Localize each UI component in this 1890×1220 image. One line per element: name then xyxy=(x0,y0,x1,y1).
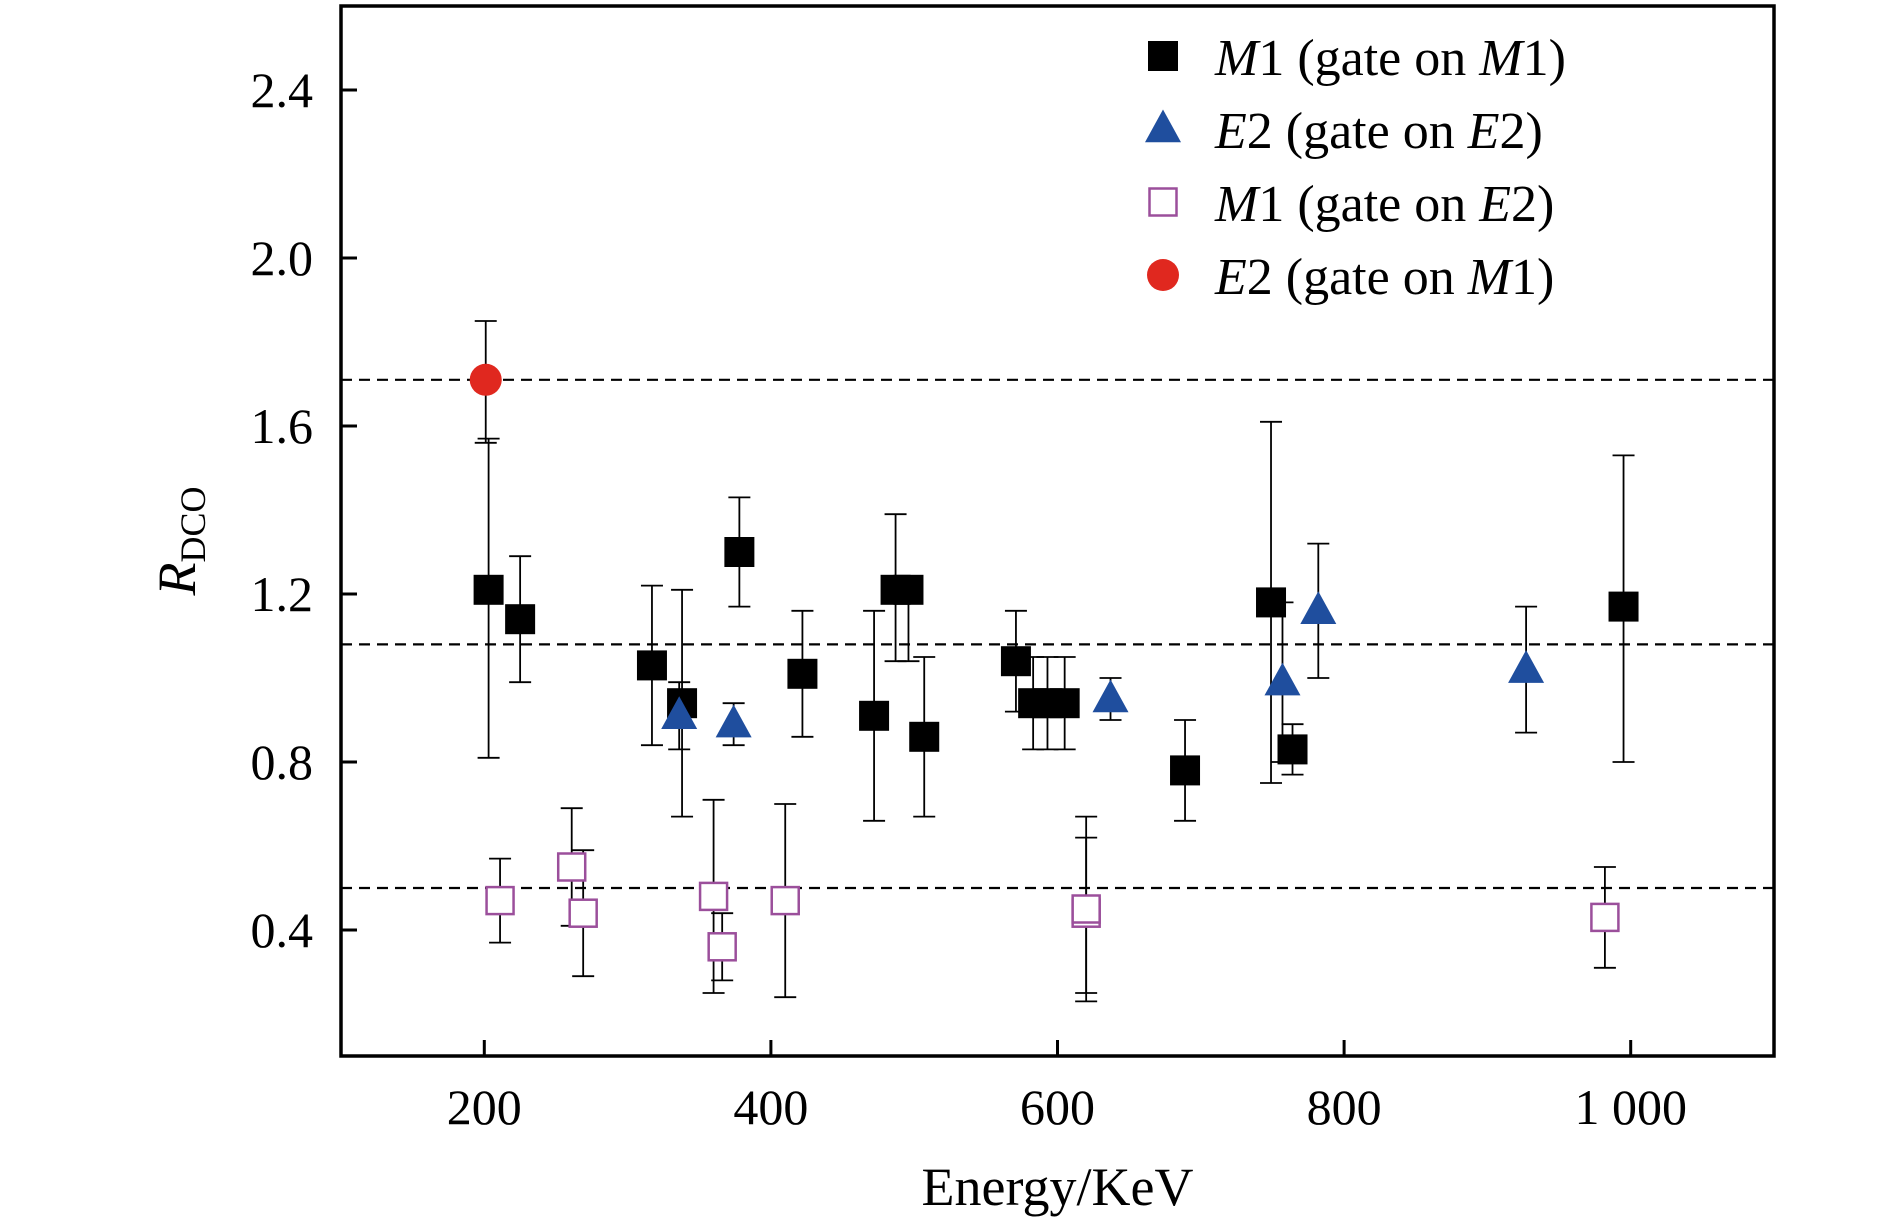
data-point xyxy=(859,700,890,731)
legend-marker xyxy=(1148,187,1178,217)
legend-label: M1 (gate on M1) xyxy=(1214,30,1566,87)
x-tick-label: 800 xyxy=(1307,1079,1382,1135)
legend-item: M1 (gate on M1) xyxy=(1148,30,1566,87)
data-point xyxy=(1049,688,1080,719)
x-tick-label: 200 xyxy=(447,1079,522,1135)
data-point xyxy=(1590,902,1620,933)
data-markers xyxy=(469,363,1639,962)
legend: M1 (gate on M1) E2 (gate on E2) M1 (gate o… xyxy=(1145,30,1566,306)
data-point xyxy=(469,363,502,396)
data-point xyxy=(1256,587,1287,618)
plot-frame xyxy=(339,4,1776,1058)
legend-item: E2 (gate on E2) xyxy=(1145,103,1543,160)
x-tick-label: 400 xyxy=(733,1079,808,1135)
legend-marker xyxy=(1148,41,1178,71)
tick-labels: 200 400 600 800 1 000 0.4 0.8 1.2 1.6 2.0 2.4 xyxy=(251,62,1687,1135)
data-point xyxy=(1092,679,1129,713)
reference-lines xyxy=(341,378,1774,890)
data-point xyxy=(485,885,515,916)
y-tick-label: 1.2 xyxy=(251,566,314,622)
data-point xyxy=(770,885,800,916)
legend-label: M1 (gate on E2) xyxy=(1214,176,1554,233)
data-point xyxy=(698,881,729,912)
data-point xyxy=(1300,591,1337,625)
data-point xyxy=(1000,646,1031,677)
data-point xyxy=(1508,650,1545,683)
x-tick-label: 1 000 xyxy=(1574,1079,1687,1135)
data-point xyxy=(505,604,536,635)
x-tick-label: 600 xyxy=(1020,1079,1095,1135)
y-tick-label: 0.8 xyxy=(251,734,314,790)
y-tick-label: 1.6 xyxy=(251,398,314,454)
x-axis-title: Energy/KeV xyxy=(922,1157,1194,1217)
data-point xyxy=(1170,755,1201,786)
axis-ticks xyxy=(341,88,1633,1056)
data-point xyxy=(715,704,752,738)
y-axis-title: RDCO xyxy=(147,486,213,596)
data-point xyxy=(909,721,940,752)
data-point xyxy=(1264,662,1301,696)
legend-label: E2 (gate on M1) xyxy=(1214,249,1554,306)
data-point xyxy=(568,898,598,928)
data-point xyxy=(473,574,504,605)
data-point xyxy=(893,574,924,605)
data-point xyxy=(1071,894,1101,924)
y-tick-label: 2.0 xyxy=(251,230,314,286)
data-point xyxy=(787,658,818,689)
y-axis-title-subscript: DCO xyxy=(173,486,213,562)
legend-item: E2 (gate on M1) xyxy=(1147,249,1554,306)
legend-marker xyxy=(1147,259,1179,291)
y-axis-title-main: R xyxy=(147,563,207,597)
data-point xyxy=(1608,591,1639,622)
data-point xyxy=(707,932,737,962)
data-point xyxy=(636,650,667,681)
legend-item: M1 (gate on E2) xyxy=(1148,176,1554,233)
legend-label: E2 (gate on E2) xyxy=(1214,103,1543,160)
legend-marker xyxy=(1145,109,1181,143)
y-tick-label: 0.4 xyxy=(251,902,314,958)
y-tick-label: 2.4 xyxy=(251,62,314,118)
data-point xyxy=(1277,734,1308,765)
data-point xyxy=(556,852,587,882)
data-point xyxy=(661,696,698,730)
data-point xyxy=(724,537,755,567)
